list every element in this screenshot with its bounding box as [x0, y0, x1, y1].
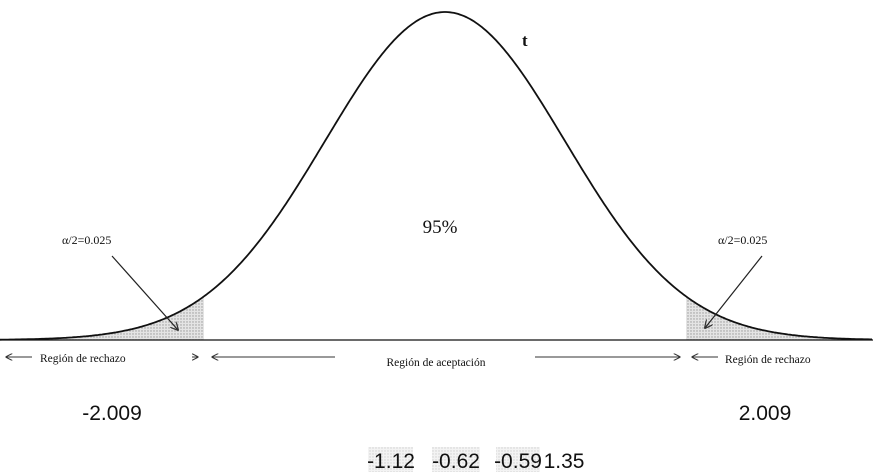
rejection-tail-right: [686, 296, 873, 340]
tail-arrow: [705, 255, 763, 328]
value-box: [368, 447, 413, 472]
sample-value: 1.35: [544, 450, 585, 473]
tail-arrow: [111, 255, 178, 330]
region-label: Región de aceptación: [387, 357, 486, 369]
label-bg: [335, 350, 535, 366]
region-label: Región de rechazo: [725, 354, 811, 366]
label-bg: [32, 350, 192, 366]
tail-label: α/2=0.025: [62, 233, 111, 247]
sample-value: -1.12: [367, 450, 415, 473]
sample-value: -0.59: [494, 450, 542, 473]
center-label: 95%: [423, 217, 458, 238]
rejection-tail-left: [0, 296, 204, 340]
critical-value: -2.009: [82, 402, 142, 425]
region-label: Región de rechazo: [40, 353, 126, 365]
label-bg: [718, 350, 873, 366]
tail-label: α/2=0.025: [718, 233, 767, 247]
curve-label: t: [522, 31, 528, 50]
value-box: [432, 447, 480, 472]
value-box: [496, 447, 540, 472]
sample-value: -0.62: [432, 450, 480, 473]
density-curve: [0, 11, 872, 341]
critical-value: 2.009: [739, 402, 792, 425]
